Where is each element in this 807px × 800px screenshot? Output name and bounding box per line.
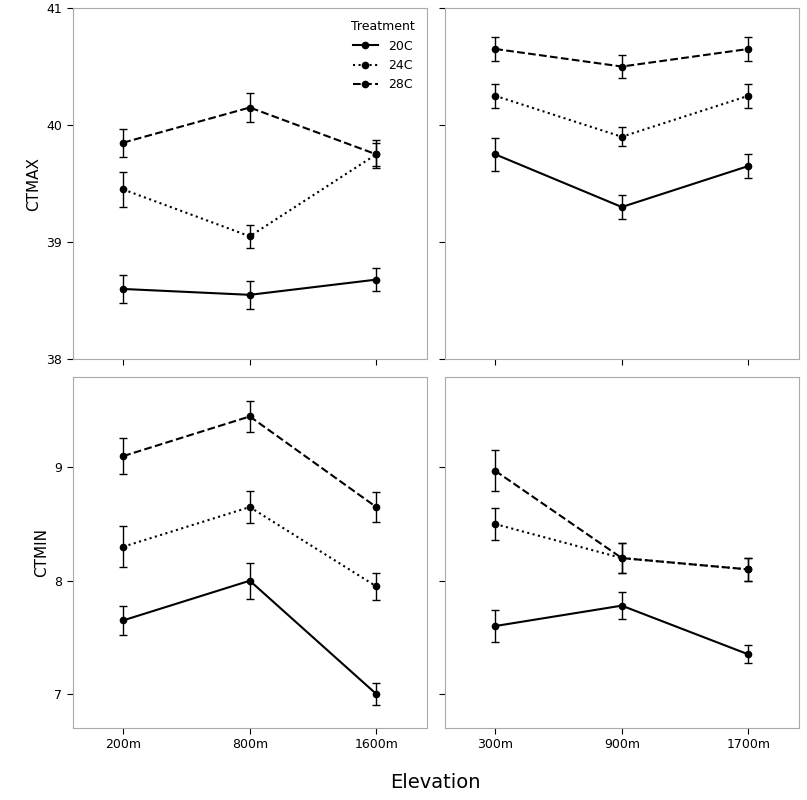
20C bbox=[617, 601, 626, 610]
20C bbox=[119, 615, 128, 625]
Line: 28C: 28C bbox=[120, 104, 379, 158]
20C bbox=[119, 284, 128, 294]
28C bbox=[743, 565, 753, 574]
28C bbox=[245, 102, 255, 112]
Line: 20C: 20C bbox=[120, 578, 379, 697]
28C bbox=[617, 62, 626, 71]
20C bbox=[245, 576, 255, 586]
Text: Elevation: Elevation bbox=[391, 773, 481, 792]
Line: 24C: 24C bbox=[492, 93, 751, 140]
Line: 28C: 28C bbox=[492, 46, 751, 70]
Legend: 20C, 24C, 28C: 20C, 24C, 28C bbox=[345, 14, 420, 98]
Line: 28C: 28C bbox=[492, 468, 751, 573]
20C bbox=[491, 622, 500, 631]
Line: 24C: 24C bbox=[120, 504, 379, 590]
24C bbox=[119, 185, 128, 194]
24C bbox=[245, 231, 255, 241]
24C bbox=[371, 150, 381, 159]
Line: 20C: 20C bbox=[492, 151, 751, 210]
Line: 24C: 24C bbox=[120, 151, 379, 239]
28C bbox=[617, 554, 626, 563]
Line: 24C: 24C bbox=[492, 521, 751, 573]
20C bbox=[371, 690, 381, 699]
Line: 20C: 20C bbox=[492, 602, 751, 658]
24C bbox=[245, 502, 255, 512]
28C bbox=[119, 451, 128, 461]
28C bbox=[743, 44, 753, 54]
28C bbox=[245, 412, 255, 422]
24C bbox=[491, 91, 500, 101]
20C bbox=[491, 150, 500, 159]
24C bbox=[617, 554, 626, 563]
28C bbox=[371, 150, 381, 159]
28C bbox=[491, 44, 500, 54]
Y-axis label: CTMIN: CTMIN bbox=[34, 528, 48, 577]
24C bbox=[617, 132, 626, 142]
Line: 28C: 28C bbox=[120, 414, 379, 510]
20C bbox=[743, 162, 753, 171]
24C bbox=[491, 519, 500, 529]
20C bbox=[617, 202, 626, 212]
28C bbox=[119, 138, 128, 147]
24C bbox=[119, 542, 128, 551]
20C bbox=[743, 650, 753, 659]
Y-axis label: CTMAX: CTMAX bbox=[26, 157, 41, 210]
24C bbox=[371, 582, 381, 591]
24C bbox=[743, 91, 753, 101]
28C bbox=[371, 502, 381, 512]
28C bbox=[491, 466, 500, 476]
24C bbox=[743, 565, 753, 574]
Line: 20C: 20C bbox=[120, 277, 379, 298]
20C bbox=[371, 275, 381, 285]
20C bbox=[245, 290, 255, 300]
